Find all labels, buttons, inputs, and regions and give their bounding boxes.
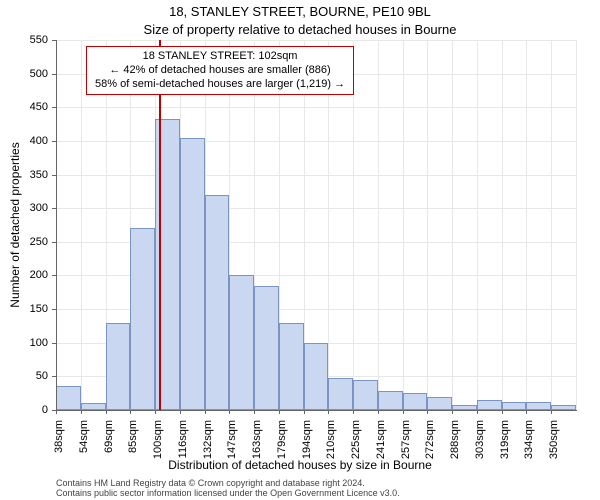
ytick-label: 200: [8, 269, 48, 281]
xtick-mark: [502, 410, 503, 414]
ytick-mark: [52, 208, 56, 209]
ytick-mark: [52, 175, 56, 176]
ytick-label: 500: [8, 68, 48, 80]
title-line2: Size of property relative to detached ho…: [0, 22, 600, 37]
xtick-mark: [279, 410, 280, 414]
ytick-label: 250: [8, 236, 48, 248]
xtick-mark: [205, 410, 206, 414]
attribution-line1: Contains HM Land Registry data © Crown c…: [56, 478, 400, 488]
xtick-mark: [254, 410, 255, 414]
ytick-mark: [52, 343, 56, 344]
ytick-mark: [52, 107, 56, 108]
xtick-mark: [403, 410, 404, 414]
ytick-mark: [52, 309, 56, 310]
annotation-line: 58% of semi-detached houses are larger (…: [95, 78, 345, 92]
y-axis-label: Number of detached properties: [8, 142, 22, 307]
xtick-mark: [427, 410, 428, 414]
x-axis-label: Distribution of detached houses by size …: [0, 458, 600, 472]
xtick-mark: [353, 410, 354, 414]
ytick-label: 0: [8, 404, 48, 416]
ytick-label: 550: [8, 34, 48, 46]
histogram-plot: 18 STANLEY STREET: 102sqm← 42% of detach…: [56, 40, 576, 410]
ytick-mark: [52, 74, 56, 75]
ytick-label: 450: [8, 101, 48, 113]
ytick-label: 50: [8, 370, 48, 382]
xtick-mark: [56, 410, 57, 414]
xtick-mark: [130, 410, 131, 414]
xtick-mark: [155, 410, 156, 414]
attribution-line2: Contains public sector information licen…: [56, 488, 400, 498]
ytick-label: 350: [8, 169, 48, 181]
xtick-mark: [180, 410, 181, 414]
xtick-mark: [81, 410, 82, 414]
xtick-mark: [526, 410, 527, 414]
ytick-label: 150: [8, 303, 48, 315]
xtick-mark: [378, 410, 379, 414]
ytick-mark: [52, 376, 56, 377]
axes-frame: [56, 40, 577, 411]
ytick-label: 400: [8, 135, 48, 147]
xtick-mark: [229, 410, 230, 414]
annotation-box: 18 STANLEY STREET: 102sqm← 42% of detach…: [86, 46, 354, 95]
reference-line: [159, 40, 161, 410]
annotation-line: 18 STANLEY STREET: 102sqm: [95, 50, 345, 64]
annotation-line: ← 42% of detached houses are smaller (88…: [95, 64, 345, 78]
ytick-mark: [52, 40, 56, 41]
xtick-mark: [328, 410, 329, 414]
ytick-mark: [52, 275, 56, 276]
xtick-mark: [106, 410, 107, 414]
attribution: Contains HM Land Registry data © Crown c…: [56, 478, 400, 499]
xtick-mark: [452, 410, 453, 414]
xtick-mark: [304, 410, 305, 414]
ytick-mark: [52, 242, 56, 243]
ytick-label: 100: [8, 337, 48, 349]
xtick-mark: [551, 410, 552, 414]
ytick-mark: [52, 141, 56, 142]
xtick-mark: [477, 410, 478, 414]
title-line1: 18, STANLEY STREET, BOURNE, PE10 9BL: [0, 4, 600, 19]
ytick-label: 300: [8, 202, 48, 214]
